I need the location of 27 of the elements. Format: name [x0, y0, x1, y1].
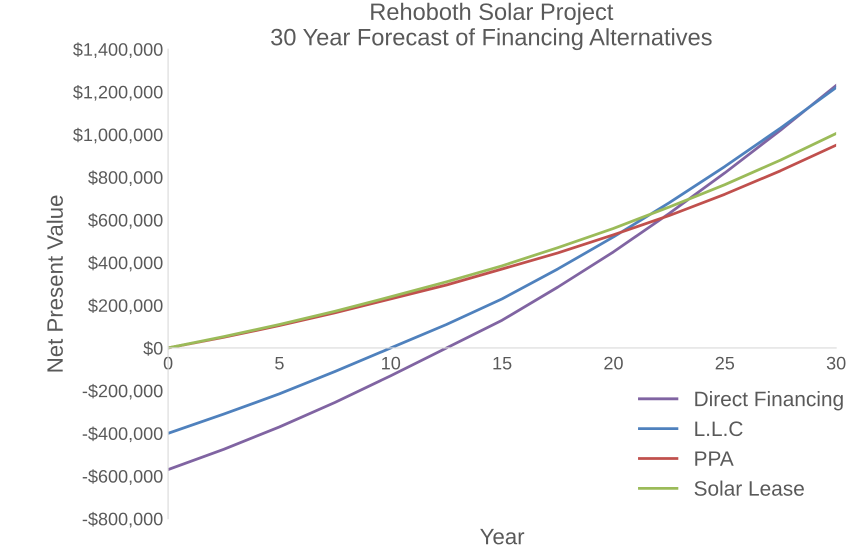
x-tick-label: 5: [275, 356, 284, 370]
y-tick-label: $1,400,000: [73, 42, 163, 58]
y-tick-label: $800,000: [88, 170, 163, 186]
y-tick-label: $400,000: [88, 256, 163, 272]
y-tick-label: $1,200,000: [73, 85, 163, 101]
x-tick-label: 20: [604, 356, 623, 370]
x-tick-label: 15: [493, 356, 512, 370]
chart-subtitle: 30 Year Forecast of Financing Alternatives: [271, 28, 712, 50]
legend-label: Direct Financing: [695, 391, 843, 410]
y-tick-label: $200,000: [88, 298, 163, 314]
x-tick-label: 30: [826, 356, 846, 370]
legend-label: L.L.C: [695, 421, 743, 436]
y-tick-label: $0: [143, 341, 163, 356]
x-tick-label: 25: [716, 356, 734, 370]
x-tick-label: 10: [382, 356, 400, 370]
y-tick-label: -$800,000: [82, 512, 163, 528]
y-tick-label: -$200,000: [82, 384, 163, 400]
legend-label: PPA: [695, 451, 734, 466]
legend-label: Solar Lease: [694, 480, 804, 496]
x-tick-label: 0: [164, 356, 172, 370]
y-tick-label: -$600,000: [82, 469, 163, 485]
y-tick-label: $600,000: [88, 213, 163, 229]
x-axis-title: Year: [480, 528, 524, 544]
y-tick-label: -$400,000: [82, 426, 163, 442]
y-axis-title: Net Present Value: [46, 196, 63, 372]
y-tick-label: $1,000,000: [73, 128, 163, 144]
chart-title: Rehoboth Solar Project: [371, 2, 614, 25]
